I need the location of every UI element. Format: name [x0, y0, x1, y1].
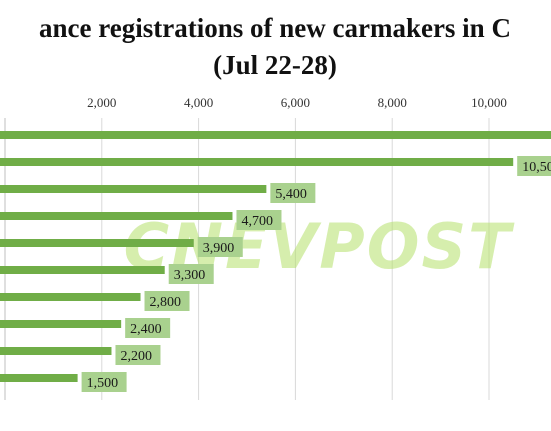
chart-title-line-1: ance registrations of new carmakers in C	[39, 13, 511, 43]
data-label-text: 5,400	[275, 187, 307, 202]
data-label: 2,400	[125, 318, 171, 338]
data-label: 10,500	[517, 156, 551, 176]
data-label: 4,700	[236, 210, 282, 230]
data-label-box	[144, 291, 190, 311]
data-label-box	[125, 318, 171, 338]
x-tick-label: 8,000	[378, 95, 407, 110]
data-label-text: 2,800	[150, 295, 182, 310]
bar	[0, 212, 233, 220]
x-tick-label: 6,000	[281, 95, 310, 110]
data-label: 3,900	[197, 237, 243, 257]
data-label-text: 2,200	[120, 349, 152, 364]
bar	[0, 374, 78, 382]
bar	[0, 347, 112, 355]
data-label-text: 2,400	[130, 322, 162, 337]
data-label-box	[168, 264, 214, 284]
x-tick-label: 2,000	[87, 95, 116, 110]
data-label-box	[517, 156, 551, 176]
data-label-box	[115, 345, 161, 365]
data-label: 5,400	[270, 183, 316, 203]
x-tick-label: 10,000	[471, 95, 507, 110]
bar	[0, 158, 514, 166]
data-label-text: 4,700	[241, 214, 272, 229]
data-label-text: 3,300	[174, 268, 206, 283]
data-label-text: 3,900	[203, 241, 235, 256]
data-label-box	[197, 237, 243, 257]
x-tick-label: 4,000	[184, 95, 213, 110]
bar	[0, 239, 194, 247]
chart-title-line-2: (Jul 22-28)	[213, 50, 337, 80]
bar	[0, 266, 165, 274]
data-label-box	[270, 183, 316, 203]
data-label-text: 10,500	[522, 160, 551, 175]
data-label: 2,200	[115, 345, 161, 365]
bar	[0, 131, 551, 139]
data-label: 3,300	[168, 264, 214, 284]
data-label-box	[236, 210, 282, 230]
data-label: 2,800	[144, 291, 190, 311]
data-label-text: 1,500	[87, 376, 119, 391]
bar	[0, 293, 141, 301]
data-label-box	[81, 372, 127, 392]
data-label: 1,500	[81, 372, 127, 392]
bars	[0, 131, 551, 382]
bar	[0, 185, 267, 193]
bar	[0, 320, 122, 328]
